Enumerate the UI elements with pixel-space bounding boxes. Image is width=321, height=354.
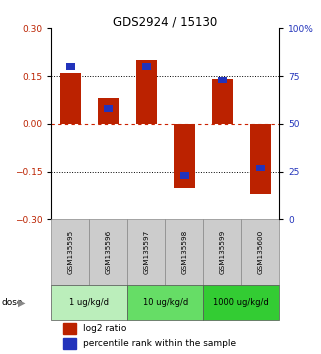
- Bar: [127, 285, 203, 320]
- Bar: [241, 219, 279, 285]
- Bar: [203, 219, 241, 285]
- Bar: [51, 285, 127, 320]
- Bar: [179, 172, 189, 179]
- Text: GSM135599: GSM135599: [219, 230, 225, 274]
- Text: GSM135600: GSM135600: [257, 230, 263, 274]
- Bar: [89, 219, 127, 285]
- Bar: [98, 98, 119, 124]
- Title: GDS2924 / 15130: GDS2924 / 15130: [113, 15, 217, 28]
- Text: dose: dose: [2, 298, 23, 307]
- Bar: [63, 322, 76, 334]
- Text: GSM135595: GSM135595: [67, 230, 74, 274]
- Text: log2 ratio: log2 ratio: [83, 324, 127, 333]
- Bar: [142, 63, 151, 70]
- Bar: [212, 79, 233, 124]
- Bar: [136, 60, 157, 124]
- Bar: [256, 165, 265, 171]
- Text: 10 ug/kg/d: 10 ug/kg/d: [143, 298, 188, 307]
- Bar: [203, 285, 279, 320]
- Bar: [127, 219, 165, 285]
- Text: GSM135597: GSM135597: [143, 230, 149, 274]
- Text: GSM135596: GSM135596: [105, 230, 111, 274]
- Bar: [174, 124, 195, 188]
- Bar: [250, 124, 271, 194]
- Bar: [65, 63, 75, 70]
- Text: 1000 ug/kg/d: 1000 ug/kg/d: [213, 298, 269, 307]
- Bar: [63, 338, 76, 349]
- Bar: [60, 73, 81, 124]
- Bar: [51, 219, 89, 285]
- Text: percentile rank within the sample: percentile rank within the sample: [83, 339, 236, 348]
- Text: 1 ug/kg/d: 1 ug/kg/d: [69, 298, 109, 307]
- Text: GSM135598: GSM135598: [181, 230, 187, 274]
- Bar: [218, 77, 227, 83]
- Text: ▶: ▶: [18, 298, 25, 308]
- Bar: [165, 219, 203, 285]
- Bar: [104, 105, 113, 112]
